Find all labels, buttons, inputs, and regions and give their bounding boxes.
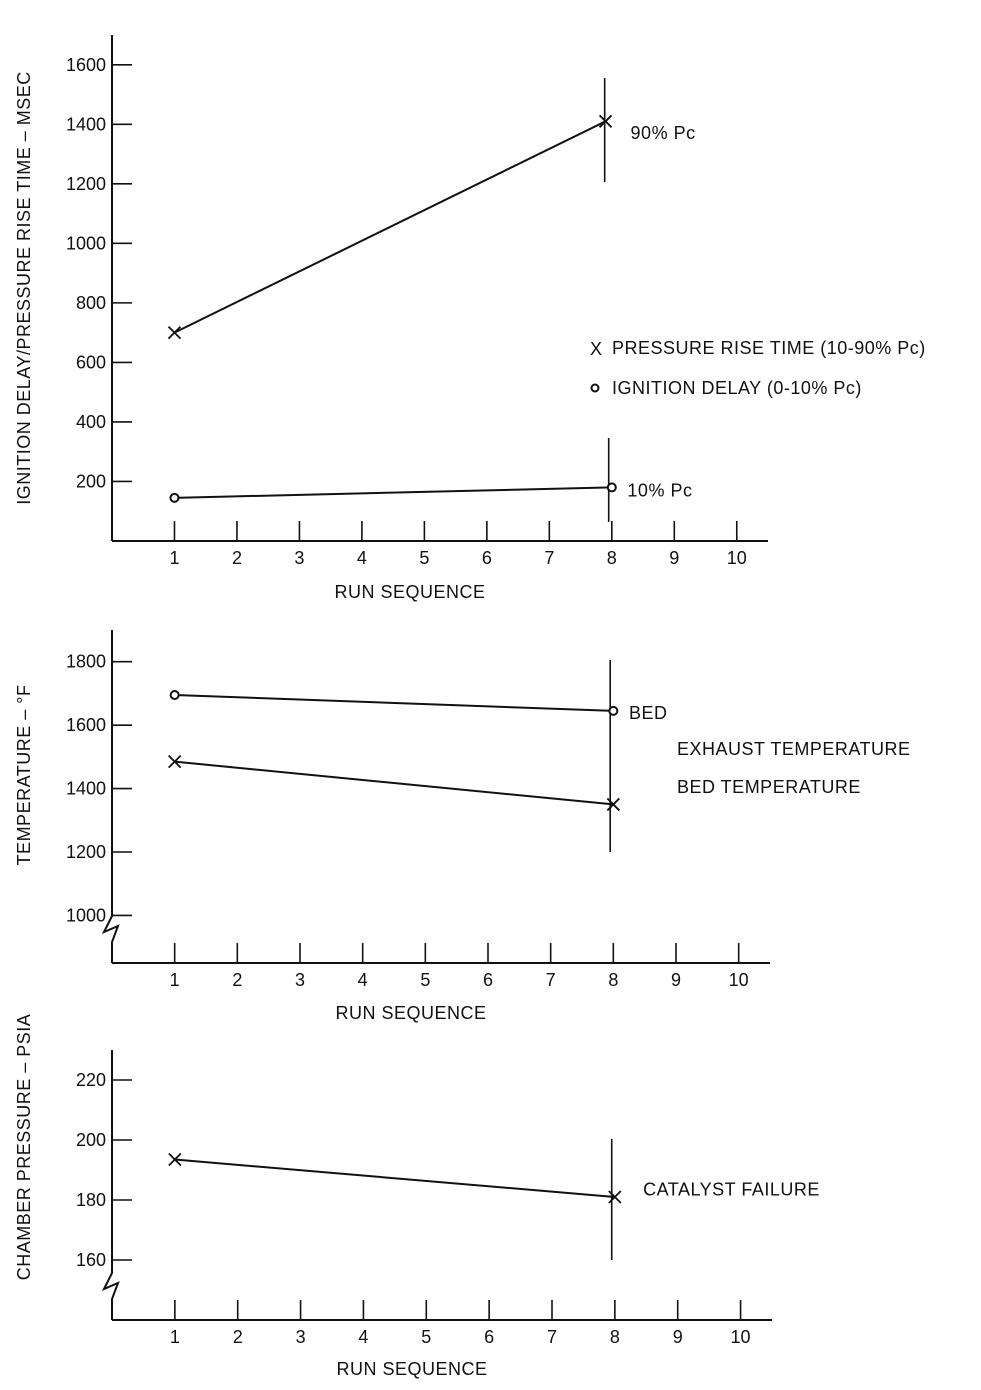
annotation-0: 90% Pc	[631, 123, 696, 143]
data-point-s1-0	[168, 754, 182, 769]
annotation-0: BED	[629, 703, 668, 723]
x-tick-label-8: 8	[607, 548, 617, 568]
x-tick-label-6: 6	[482, 548, 492, 568]
legend-entry-1: IGNITION DELAY (0-10% Pc)	[612, 378, 862, 398]
data-point-s1-1-stroke-b	[606, 797, 620, 812]
y-tick-label-200: 200	[76, 1130, 106, 1150]
y-tick-label-800: 800	[76, 293, 106, 313]
data-point-s0-0	[167, 326, 182, 340]
annotation-1: 10% Pc	[627, 480, 692, 500]
x-tick-label-7: 7	[546, 970, 556, 990]
y-tick-label-1200: 1200	[66, 174, 106, 194]
data-point-s0-0	[168, 1152, 182, 1167]
x-tick-label-3: 3	[295, 970, 305, 990]
x-tick-label-5: 5	[419, 548, 429, 568]
x-axis-label: RUN SEQUENCE	[335, 1003, 486, 1023]
series-line-0	[174, 120, 607, 334]
legend-entry-1: BED TEMPERATURE	[677, 777, 861, 797]
data-point-s0-1	[608, 705, 619, 716]
y-axis-label: IGNITION DELAY/PRESSURE RISE TIME – MSEC	[14, 71, 34, 504]
data-point-s0-1	[608, 1190, 622, 1204]
y-tick-label-1600: 1600	[66, 715, 106, 735]
y-axis-line	[101, 630, 120, 963]
x-tick-label-2: 2	[232, 548, 242, 568]
x-tick-label-8: 8	[610, 1327, 620, 1347]
y-tick-label-1600: 1600	[66, 55, 106, 75]
legend-entry-0: PRESSURE RISE TIME (10-90% Pc)	[612, 338, 926, 358]
y-axis-label: TEMPERATURE – °F	[14, 685, 34, 866]
legend-symbol-x: X	[590, 339, 603, 359]
x-tick-label-6: 6	[483, 970, 493, 990]
legend-symbol-o	[590, 383, 600, 393]
x-tick-label-10: 10	[731, 1327, 751, 1347]
data-point-s1-1	[606, 797, 620, 812]
y-axis-line	[101, 1050, 120, 1320]
data-point-s0-1	[598, 114, 613, 128]
x-tick-label-10: 10	[727, 548, 747, 568]
x-tick-label-3: 3	[296, 1327, 306, 1347]
x-tick-label-8: 8	[608, 970, 618, 990]
x-tick-label-4: 4	[357, 548, 367, 568]
y-tick-label-1400: 1400	[66, 114, 106, 134]
data-point-s1-1	[606, 482, 617, 493]
y-tick-label-220: 220	[76, 1070, 106, 1090]
x-tick-label-10: 10	[729, 970, 749, 990]
x-tick-label-5: 5	[421, 1327, 431, 1347]
y-tick-label-180: 180	[76, 1190, 106, 1210]
data-point-s0-1-stroke-b	[598, 114, 613, 128]
x-tick-label-2: 2	[232, 970, 242, 990]
data-point-s0-0-stroke-b	[168, 1152, 182, 1167]
x-tick-label-9: 9	[671, 970, 681, 990]
data-point-s1-0	[169, 492, 180, 503]
series-line-1	[174, 760, 614, 806]
x-tick-label-5: 5	[420, 970, 430, 990]
y-tick-label-400: 400	[76, 412, 106, 432]
y-tick-label-600: 600	[76, 352, 106, 372]
x-tick-label-1: 1	[170, 970, 180, 990]
x-tick-label-6: 6	[484, 1327, 494, 1347]
x-tick-label-4: 4	[358, 1327, 368, 1347]
x-tick-label-4: 4	[358, 970, 368, 990]
y-axis-label: CHAMBER PRESSURE – PSIA	[14, 1014, 34, 1281]
y-tick-label-1000: 1000	[66, 233, 106, 253]
x-tick-label-3: 3	[294, 548, 304, 568]
x-tick-label-9: 9	[669, 548, 679, 568]
data-point-s0-0-stroke-b	[167, 326, 182, 340]
y-tick-label-1000: 1000	[66, 905, 106, 925]
x-tick-label-9: 9	[673, 1327, 683, 1347]
x-axis-label: RUN SEQUENCE	[334, 582, 485, 602]
x-tick-label-7: 7	[544, 548, 554, 568]
panel-chamber-pressure: 1 2 3 4 5 6 7 8 9 10 160 180 200 220 RUN SEQUENCE CHAMB…	[14, 1014, 820, 1379]
series-line-0	[174, 1158, 615, 1198]
x-tick-label-2: 2	[233, 1327, 243, 1347]
panel-ignition-delay: 1 2 3 4 5 6 7 8 9 10 200 400 600 800 1000 1200 1400 1600 R…	[14, 35, 926, 602]
y-tick-label-1200: 1200	[66, 842, 106, 862]
series-line-1	[174, 486, 612, 499]
x-tick-label-1: 1	[169, 548, 179, 568]
panel-temperature: 1 2 3 4 5 6 7 8 9 10 1000 1200 1400 1600 1800 RUN SEQUE…	[14, 630, 911, 1023]
series-line-0	[174, 694, 614, 712]
y-tick-label-160: 160	[76, 1250, 106, 1270]
data-point-s0-1-stroke-b	[608, 1190, 622, 1204]
data-point-s1-0-stroke-b	[168, 754, 182, 769]
y-tick-label-200: 200	[76, 471, 106, 491]
x-tick-label-1: 1	[170, 1327, 180, 1347]
x-axis-label: RUN SEQUENCE	[336, 1359, 487, 1379]
legend-entry-0: EXHAUST TEMPERATURE	[677, 739, 911, 759]
x-tick-label-7: 7	[547, 1327, 557, 1347]
data-point-s0-0	[169, 690, 180, 701]
annotation-0: CATALYST FAILURE	[643, 1180, 820, 1200]
y-tick-label-1400: 1400	[66, 779, 106, 799]
y-tick-label-1800: 1800	[66, 652, 106, 672]
